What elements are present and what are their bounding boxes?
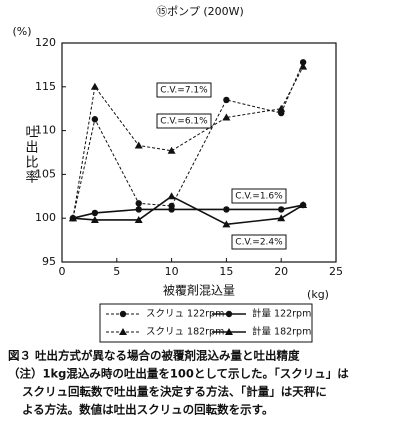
data-point	[135, 206, 142, 213]
caption-line: スクリュ回転数で吐出量を決定する方法、「計量」は天秤に	[22, 385, 327, 399]
x-tick-label: 10	[165, 265, 179, 278]
x-tick-label: 25	[329, 265, 343, 278]
annotation-box	[231, 234, 287, 250]
caption-line: よる方法。数値は吐出スクリュの回転数を示す。	[22, 403, 274, 417]
caption-line: （注）1kg混込み時の吐出量を100として示した。「スクリュ」は	[8, 367, 349, 381]
legend-marker	[225, 328, 233, 335]
data-point	[278, 206, 285, 213]
annotation: C.V.=6.1%	[160, 117, 208, 127]
x-tick-label: 5	[113, 265, 120, 278]
data-point	[222, 113, 231, 121]
data-point	[167, 192, 176, 200]
y-tick-label: 105	[35, 167, 56, 180]
data-point	[299, 201, 308, 209]
legend-label: スクリュ 182rpm	[146, 327, 224, 338]
legend-marker	[119, 328, 127, 335]
x-tick-label: 15	[219, 265, 233, 278]
legend-marker	[225, 310, 233, 318]
y-unit: (%)	[12, 25, 31, 38]
legend-label: 計量 182rpm	[252, 326, 311, 338]
annotation-box	[156, 82, 212, 98]
data-point	[277, 214, 286, 222]
data-point	[90, 215, 99, 223]
data-point	[91, 116, 99, 123]
data-point	[223, 206, 230, 213]
y-tick-label: 120	[35, 36, 56, 49]
y-label: 吐出比率	[23, 125, 39, 185]
data-point	[167, 146, 176, 154]
legend-label: スクリュ 122rpm	[146, 309, 224, 320]
data-point	[277, 104, 286, 112]
legend-label: 計量 122rpm	[252, 308, 311, 320]
data-point	[223, 96, 230, 104]
annotation-box	[231, 188, 287, 204]
annotation: C.V.=2.4%	[235, 238, 283, 248]
data-point	[168, 206, 175, 213]
y-tick-label: 110	[35, 124, 56, 137]
annotation: C.V.=1.6%	[235, 192, 283, 202]
annotation-box	[156, 113, 212, 129]
data-point	[90, 82, 99, 90]
caption-line: 図３ 吐出方式が異なる場合の被覆剤混込み量と吐出精度	[8, 349, 300, 363]
data-point	[299, 62, 308, 70]
legend-marker	[119, 310, 127, 318]
data-point	[299, 59, 307, 66]
x-tick-label: 20	[274, 265, 288, 278]
data-point	[135, 200, 142, 207]
data-point	[91, 209, 99, 217]
data-point	[68, 214, 77, 222]
data-point	[222, 220, 231, 228]
chart-title: ⑮ポンプ (200W)	[156, 5, 244, 18]
plot-frame	[61, 42, 337, 263]
x-unit: (kg)	[307, 288, 329, 301]
annotation: C.V.=7.1%	[160, 86, 208, 96]
y-tick-label: 95	[42, 255, 56, 268]
data-point	[134, 141, 143, 149]
x-tick-label: 0	[59, 265, 66, 278]
legend-box	[99, 303, 313, 343]
y-tick-label: 115	[35, 80, 56, 93]
y-tick-label: 100	[35, 211, 56, 224]
data-point	[134, 215, 143, 223]
x-label: 被覆剤混込量	[163, 283, 235, 298]
